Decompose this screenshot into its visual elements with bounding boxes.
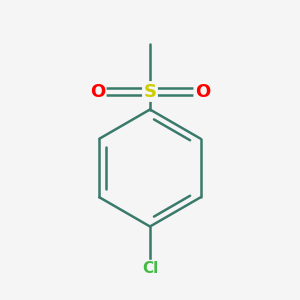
- Text: S: S: [143, 82, 157, 100]
- Text: O: O: [90, 82, 105, 100]
- Text: O: O: [195, 82, 210, 100]
- Text: Cl: Cl: [142, 261, 158, 276]
